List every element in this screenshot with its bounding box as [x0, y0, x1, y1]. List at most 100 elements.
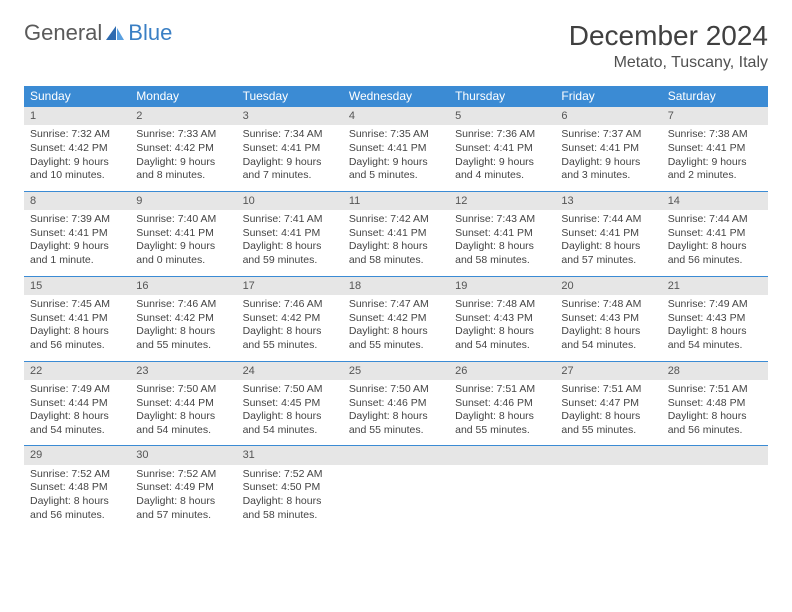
- logo-text-blue: Blue: [128, 20, 172, 46]
- sunset-text: Sunset: 4:41 PM: [455, 227, 549, 241]
- day-details: Sunrise: 7:43 AMSunset: 4:41 PMDaylight:…: [449, 210, 555, 276]
- sunrise-text: Sunrise: 7:33 AM: [136, 128, 230, 142]
- calendar-week-row: 1Sunrise: 7:32 AMSunset: 4:42 PMDaylight…: [24, 107, 768, 192]
- day-number: 30: [130, 446, 236, 464]
- sunset-text: Sunset: 4:41 PM: [561, 227, 655, 241]
- day-details: Sunrise: 7:49 AMSunset: 4:43 PMDaylight:…: [662, 295, 768, 361]
- day-number: 3: [237, 107, 343, 125]
- day-details: Sunrise: 7:48 AMSunset: 4:43 PMDaylight:…: [449, 295, 555, 361]
- calendar-day-cell: 16Sunrise: 7:46 AMSunset: 4:42 PMDayligh…: [130, 276, 236, 361]
- calendar-day-cell: 3Sunrise: 7:34 AMSunset: 4:41 PMDaylight…: [237, 107, 343, 192]
- day-details: Sunrise: 7:46 AMSunset: 4:42 PMDaylight:…: [237, 295, 343, 361]
- sunset-text: Sunset: 4:41 PM: [668, 227, 762, 241]
- day-details: Sunrise: 7:41 AMSunset: 4:41 PMDaylight:…: [237, 210, 343, 276]
- sunset-text: Sunset: 4:42 PM: [136, 142, 230, 156]
- day-number: 10: [237, 192, 343, 210]
- sunset-text: Sunset: 4:43 PM: [561, 312, 655, 326]
- day-number: 14: [662, 192, 768, 210]
- sunrise-text: Sunrise: 7:40 AM: [136, 213, 230, 227]
- sunrise-text: Sunrise: 7:39 AM: [30, 213, 124, 227]
- day-number: 18: [343, 277, 449, 295]
- sunset-text: Sunset: 4:41 PM: [30, 227, 124, 241]
- calendar-day-cell: 23Sunrise: 7:50 AMSunset: 4:44 PMDayligh…: [130, 361, 236, 446]
- calendar-day-cell: 22Sunrise: 7:49 AMSunset: 4:44 PMDayligh…: [24, 361, 130, 446]
- daylight-text: Daylight: 8 hours and 57 minutes.: [561, 240, 655, 267]
- location: Metato, Tuscany, Italy: [569, 54, 768, 72]
- day-details: Sunrise: 7:42 AMSunset: 4:41 PMDaylight:…: [343, 210, 449, 276]
- month-title: December 2024: [569, 20, 768, 52]
- sunset-text: Sunset: 4:46 PM: [349, 397, 443, 411]
- calendar-day-cell: 6Sunrise: 7:37 AMSunset: 4:41 PMDaylight…: [555, 107, 661, 192]
- logo-sail-icon: [104, 24, 126, 42]
- sunset-text: Sunset: 4:43 PM: [668, 312, 762, 326]
- daylight-text: Daylight: 8 hours and 55 minutes.: [561, 410, 655, 437]
- calendar-day-cell: 26Sunrise: 7:51 AMSunset: 4:46 PMDayligh…: [449, 361, 555, 446]
- sunset-text: Sunset: 4:41 PM: [349, 227, 443, 241]
- calendar-day-cell: [555, 446, 661, 530]
- sunrise-text: Sunrise: 7:48 AM: [561, 298, 655, 312]
- sunrise-text: Sunrise: 7:51 AM: [668, 383, 762, 397]
- daylight-text: Daylight: 8 hours and 54 minutes.: [136, 410, 230, 437]
- sunset-text: Sunset: 4:41 PM: [243, 227, 337, 241]
- day-number: 16: [130, 277, 236, 295]
- sunrise-text: Sunrise: 7:51 AM: [455, 383, 549, 397]
- day-number-empty: [555, 446, 661, 464]
- day-number: 13: [555, 192, 661, 210]
- logo-text-general: General: [24, 20, 102, 46]
- sunset-text: Sunset: 4:44 PM: [136, 397, 230, 411]
- daylight-text: Daylight: 8 hours and 59 minutes.: [243, 240, 337, 267]
- sunset-text: Sunset: 4:41 PM: [136, 227, 230, 241]
- calendar-day-cell: 29Sunrise: 7:52 AMSunset: 4:48 PMDayligh…: [24, 446, 130, 530]
- day-details: Sunrise: 7:44 AMSunset: 4:41 PMDaylight:…: [662, 210, 768, 276]
- calendar-table: Sunday Monday Tuesday Wednesday Thursday…: [24, 86, 768, 530]
- day-number: 8: [24, 192, 130, 210]
- day-details-empty: [343, 465, 449, 525]
- sunrise-text: Sunrise: 7:49 AM: [668, 298, 762, 312]
- sunset-text: Sunset: 4:50 PM: [243, 481, 337, 495]
- sunset-text: Sunset: 4:48 PM: [668, 397, 762, 411]
- daylight-text: Daylight: 9 hours and 1 minute.: [30, 240, 124, 267]
- daylight-text: Daylight: 9 hours and 3 minutes.: [561, 156, 655, 183]
- daylight-text: Daylight: 8 hours and 58 minutes.: [243, 495, 337, 522]
- sunrise-text: Sunrise: 7:50 AM: [136, 383, 230, 397]
- day-details: Sunrise: 7:37 AMSunset: 4:41 PMDaylight:…: [555, 125, 661, 191]
- sunrise-text: Sunrise: 7:36 AM: [455, 128, 549, 142]
- day-number: 5: [449, 107, 555, 125]
- day-details: Sunrise: 7:48 AMSunset: 4:43 PMDaylight:…: [555, 295, 661, 361]
- day-details-empty: [662, 465, 768, 525]
- calendar-day-cell: 1Sunrise: 7:32 AMSunset: 4:42 PMDaylight…: [24, 107, 130, 192]
- daylight-text: Daylight: 9 hours and 0 minutes.: [136, 240, 230, 267]
- sunset-text: Sunset: 4:46 PM: [455, 397, 549, 411]
- calendar-day-cell: 8 Sunrise: 7:39 AMSunset: 4:41 PMDaylight…: [24, 191, 130, 276]
- sunrise-text: Sunrise: 7:32 AM: [30, 128, 124, 142]
- sunset-text: Sunset: 4:42 PM: [30, 142, 124, 156]
- day-details: Sunrise: 7:33 AMSunset: 4:42 PMDaylight:…: [130, 125, 236, 191]
- sunrise-text: Sunrise: 7:47 AM: [349, 298, 443, 312]
- calendar-day-cell: 20Sunrise: 7:48 AMSunset: 4:43 PMDayligh…: [555, 276, 661, 361]
- calendar-day-cell: 27Sunrise: 7:51 AMSunset: 4:47 PMDayligh…: [555, 361, 661, 446]
- daylight-text: Daylight: 8 hours and 54 minutes.: [668, 325, 762, 352]
- daylight-text: Daylight: 8 hours and 57 minutes.: [136, 495, 230, 522]
- sunset-text: Sunset: 4:42 PM: [136, 312, 230, 326]
- calendar-day-cell: 9 Sunrise: 7:40 AMSunset: 4:41 PMDaylight…: [130, 191, 236, 276]
- daylight-text: Daylight: 9 hours and 5 minutes.: [349, 156, 443, 183]
- sunset-text: Sunset: 4:41 PM: [561, 142, 655, 156]
- sunrise-text: Sunrise: 7:52 AM: [136, 468, 230, 482]
- day-number: 9: [130, 192, 236, 210]
- day-details: Sunrise: 7:52 AMSunset: 4:50 PMDaylight:…: [237, 465, 343, 531]
- day-number: 15: [24, 277, 130, 295]
- sunrise-text: Sunrise: 7:50 AM: [349, 383, 443, 397]
- day-details: Sunrise: 7:44 AMSunset: 4:41 PMDaylight:…: [555, 210, 661, 276]
- sunrise-text: Sunrise: 7:37 AM: [561, 128, 655, 142]
- day-number: 2: [130, 107, 236, 125]
- day-details-empty: [449, 465, 555, 525]
- daylight-text: Daylight: 8 hours and 55 minutes.: [136, 325, 230, 352]
- day-number: 29: [24, 446, 130, 464]
- day-number: 11: [343, 192, 449, 210]
- calendar-day-cell: 7Sunrise: 7:38 AMSunset: 4:41 PMDaylight…: [662, 107, 768, 192]
- sunset-text: Sunset: 4:41 PM: [30, 312, 124, 326]
- sunset-text: Sunset: 4:49 PM: [136, 481, 230, 495]
- calendar-week-row: 8Sunrise: 7:39 AMSunset: 4:41 PMDaylight…: [24, 191, 768, 276]
- sunrise-text: Sunrise: 7:52 AM: [30, 468, 124, 482]
- day-details: Sunrise: 7:50 AMSunset: 4:45 PMDaylight:…: [237, 380, 343, 446]
